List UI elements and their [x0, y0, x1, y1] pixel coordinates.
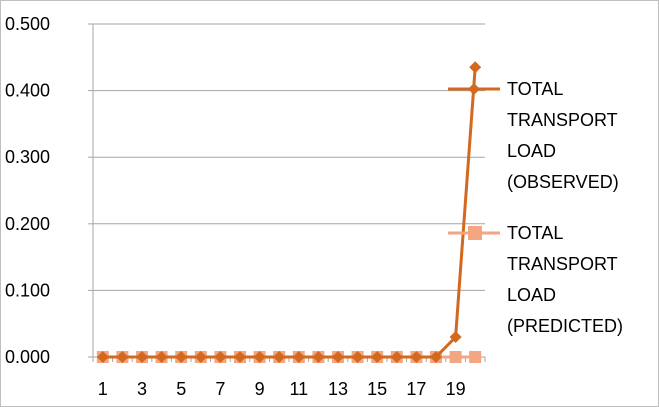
x-tick-label: 3 — [137, 379, 147, 399]
data-point — [234, 351, 246, 363]
y-tick-label: 0.200 — [5, 214, 50, 234]
legend-label: TOTAL — [507, 79, 563, 99]
data-point — [469, 351, 482, 363]
data-point — [194, 351, 207, 363]
grid — [93, 23, 485, 291]
x-tick-label: 1 — [98, 379, 108, 399]
legend-label: LOAD — [507, 141, 556, 161]
x-tick-label: 13 — [328, 379, 348, 399]
data-point — [469, 61, 482, 74]
data-point — [371, 351, 384, 363]
y-tick-label: 0.400 — [5, 81, 50, 101]
legend-label: TOTAL — [507, 223, 563, 243]
x-tick-label: 9 — [255, 379, 265, 399]
data-point — [116, 351, 129, 363]
legend-label: TRANSPORT — [507, 110, 618, 130]
data-point — [292, 351, 305, 363]
x-tick-label: 17 — [406, 379, 426, 399]
legend: TOTAL TRANSPORT LOAD (OBSERVED) TOTAL TRANSPO… — [448, 79, 623, 336]
x-tick-label: 5 — [176, 379, 186, 399]
data-point — [332, 351, 344, 363]
data-point — [449, 331, 462, 344]
y-tick-label: 0.500 — [5, 14, 50, 34]
legend-label: LOAD — [507, 285, 556, 305]
series-line — [102, 67, 477, 359]
data-point — [136, 351, 148, 363]
data-point — [410, 351, 423, 363]
y-tick-label: 0.100 — [5, 280, 50, 300]
series — [96, 61, 482, 363]
x-tick-label: 7 — [215, 379, 225, 399]
data-point — [175, 351, 188, 363]
data-point — [155, 351, 168, 363]
legend-label: (OBSERVED) — [507, 172, 619, 192]
legend-label: TRANSPORT — [507, 254, 618, 274]
data-point — [430, 351, 442, 363]
x-tick-label: 15 — [367, 379, 387, 399]
data-point — [351, 351, 364, 363]
legend-label: (PREDICTED) — [507, 316, 623, 336]
x-tick-label: 11 — [289, 379, 308, 399]
y-tick-label: 0.300 — [5, 147, 50, 167]
data-point — [449, 351, 462, 363]
legend-swatch-marker — [468, 83, 480, 95]
legend-swatch-marker — [468, 226, 482, 240]
data-point — [312, 351, 325, 363]
data-point — [253, 351, 266, 363]
data-point — [273, 351, 286, 363]
data-point — [96, 351, 109, 363]
y-tick-label: 0.000 — [5, 347, 50, 367]
x-tick-label: 19 — [446, 379, 466, 399]
data-point — [214, 351, 227, 363]
data-point — [390, 351, 403, 363]
